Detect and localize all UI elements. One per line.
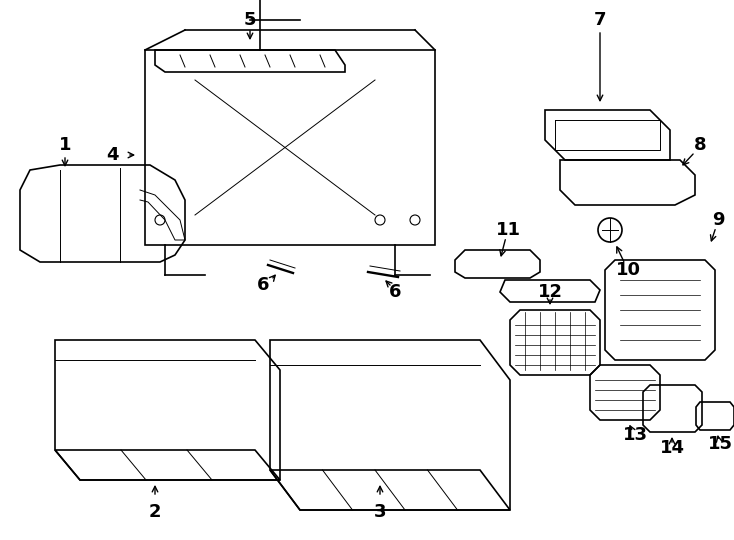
Text: 6: 6 — [389, 283, 401, 301]
Text: 9: 9 — [712, 211, 724, 229]
Text: 11: 11 — [495, 221, 520, 239]
Text: 2: 2 — [149, 503, 161, 521]
Text: 12: 12 — [537, 283, 562, 301]
Text: 10: 10 — [616, 261, 641, 279]
Text: 1: 1 — [59, 136, 71, 154]
Text: 14: 14 — [660, 439, 685, 457]
Text: 3: 3 — [374, 503, 386, 521]
Text: 4: 4 — [106, 146, 118, 164]
Text: 5: 5 — [244, 11, 256, 29]
Text: 8: 8 — [694, 136, 706, 154]
Text: 15: 15 — [708, 435, 733, 453]
Text: 13: 13 — [622, 426, 647, 444]
Text: 6: 6 — [257, 276, 269, 294]
Text: 7: 7 — [594, 11, 606, 29]
